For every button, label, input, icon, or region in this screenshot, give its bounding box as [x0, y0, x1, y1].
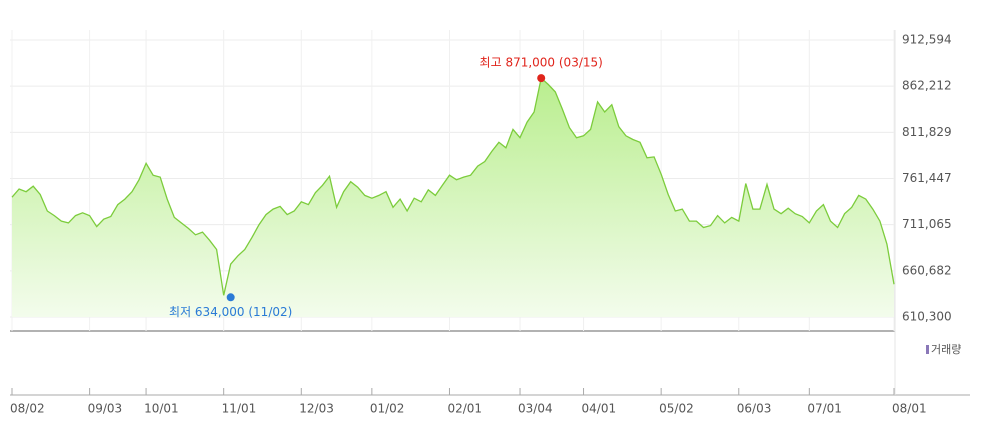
low-label: 최저 634,000 (11/02) — [169, 305, 292, 319]
volume-legend-swatch — [926, 345, 929, 354]
price-line — [11, 76, 895, 296]
y-tick-label: 660,682 — [902, 263, 952, 277]
high-marker — [537, 74, 546, 83]
x-tick-label: 02/01 — [447, 402, 482, 416]
x-tick-label: 03/04 — [518, 402, 553, 416]
x-tick-label: 05/02 — [659, 402, 694, 416]
low-marker — [226, 293, 235, 302]
x-tick-label: 11/01 — [222, 402, 257, 416]
x-tick-label: 06/03 — [737, 402, 772, 416]
y-tick-label: 811,829 — [902, 125, 952, 139]
high-label: 최고 871,000 (03/15) — [480, 56, 603, 70]
x-tick-label: 09/03 — [88, 402, 123, 416]
x-tick-label: 07/01 — [807, 402, 842, 416]
y-tick-label: 862,212 — [902, 79, 952, 93]
y-tick-label: 761,447 — [902, 171, 952, 185]
x-tick-label: 08/02 — [10, 402, 45, 416]
x-tick-label: 01/02 — [370, 402, 405, 416]
x-tick-label: 04/01 — [582, 402, 617, 416]
area-fill — [12, 78, 894, 317]
y-tick-label: 610,300 — [902, 310, 952, 324]
y-tick-label: 711,065 — [902, 217, 952, 231]
x-tick-label: 12/03 — [299, 402, 334, 416]
x-tick-label: 10/01 — [144, 402, 179, 416]
x-tick-label: 08/01 — [892, 402, 927, 416]
y-tick-label: 912,594 — [902, 33, 952, 47]
volume-legend: 거래량 — [931, 343, 961, 356]
